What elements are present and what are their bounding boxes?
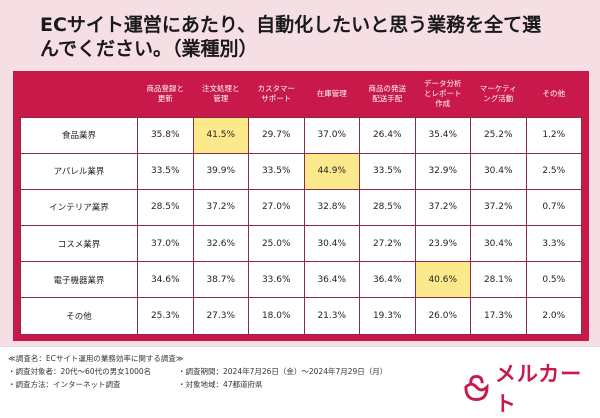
- page-title: ECサイト運営にあたり、自動化したいと思う業務を全て選んでください。（業種別）: [40, 14, 542, 60]
- table-row: インテリア業界 28.5% 37.2% 27.0% 32.8% 28.5% 37.2% 37.…: [20, 188, 582, 227]
- results-table: 商品登録と 更新 注文処理と 管理 カスタマー サポート 在庫管理 商品の発送 配送手配…: [20, 71, 582, 335]
- value-cell: 26.4%: [359, 116, 416, 154]
- brand-logo: メルカート: [462, 358, 600, 418]
- survey-subjects: ・調査対象者：20代〜60代の男女1000名: [8, 367, 152, 376]
- table-row: 食品業界 35.8% 41.5% 29.7% 37.0% 26.4% 35.4% 25.2% 1…: [20, 116, 582, 154]
- header-blank: [21, 71, 138, 117]
- logo-text: メルカート: [494, 362, 583, 416]
- value-cell: 1.2%: [525, 116, 582, 154]
- value-cell: 35.4%: [414, 116, 471, 154]
- row-label: 食品業界: [20, 116, 138, 154]
- value-cell: 32.9%: [414, 152, 471, 190]
- value-cell: 0.5%: [525, 261, 582, 299]
- table-row: その他 25.3% 27.3% 18.0% 21.3% 19.3% 26.0% 17.3% 2.…: [20, 297, 582, 335]
- value-cell: 39.9%: [192, 152, 249, 190]
- row-label: インテリア業界: [20, 188, 138, 227]
- survey-region: ・対象地域：47都道府県: [178, 380, 263, 389]
- value-cell: 27.3%: [192, 297, 249, 335]
- value-cell: 30.4%: [470, 152, 527, 190]
- value-cell: 38.7%: [192, 261, 249, 299]
- value-cell: 37.2%: [414, 188, 471, 227]
- value-cell: 37.2%: [192, 188, 249, 227]
- value-cell: 30.4%: [303, 225, 360, 263]
- survey-method: ・調査方法：インターネット調査: [8, 380, 121, 389]
- column-header: データ分析 とレポート 作成: [424, 78, 462, 108]
- column-header: 商品の発送 配送手配: [368, 83, 407, 103]
- value-cell: 3.3%: [525, 225, 582, 263]
- highlighted-cell: 44.9%: [303, 152, 360, 190]
- value-cell: 33.5%: [137, 152, 194, 190]
- value-cell: 19.3%: [359, 297, 416, 335]
- value-cell: 21.3%: [303, 297, 360, 335]
- footer: ≪調査名：ECサイト運用の業務効率に関する調査≫ ・調査対象者：20代〜60代の…: [0, 346, 600, 400]
- value-cell: 0.7%: [525, 188, 582, 227]
- value-cell: 33.5%: [359, 152, 416, 190]
- column-header: 在庫管理: [316, 88, 347, 98]
- value-cell: 28.1%: [470, 261, 527, 299]
- row-label: アパレル業界: [20, 152, 138, 190]
- column-header: その他: [542, 88, 566, 98]
- value-cell: 30.4%: [470, 225, 527, 263]
- table-row: 電子機器業界 34.6% 38.7% 33.6% 36.4% 36.4% 40.6% 28.1…: [20, 261, 582, 299]
- header-row: 商品登録と 更新 注文処理と 管理 カスタマー サポート 在庫管理 商品の発送 配送手配…: [21, 71, 582, 117]
- row-label: コスメ業界: [20, 225, 138, 263]
- column-header: 注文処理と 管理: [202, 83, 240, 103]
- row-label: その他: [20, 297, 138, 335]
- value-cell: 28.5%: [359, 188, 416, 227]
- row-label: 電子機器業界: [20, 261, 138, 299]
- value-cell: 28.5%: [137, 188, 194, 227]
- value-cell: 34.6%: [137, 261, 194, 299]
- table-row: アパレル業界 33.5% 39.9% 33.5% 44.9% 33.5% 32.9% 30.4…: [20, 152, 582, 190]
- table-row: コスメ業界 37.0% 32.6% 25.0% 30.4% 27.2% 23.9% 30.4%…: [20, 225, 582, 263]
- value-cell: 27.0%: [248, 188, 305, 227]
- merkart-logo-icon: [464, 375, 489, 401]
- value-cell: 23.9%: [414, 225, 471, 263]
- value-cell: 25.2%: [470, 116, 527, 154]
- value-cell: 26.0%: [414, 297, 471, 335]
- results-table-container: 商品登録と 更新 注文処理と 管理 カスタマー サポート 在庫管理 商品の発送 配送手配…: [13, 71, 589, 341]
- value-cell: 32.8%: [303, 188, 360, 227]
- value-cell: 35.8%: [137, 116, 194, 154]
- value-cell: 2.5%: [525, 152, 582, 190]
- value-cell: 25.3%: [137, 297, 194, 335]
- value-cell: 17.3%: [470, 297, 527, 335]
- value-cell: 25.0%: [248, 225, 305, 263]
- highlighted-cell: 41.5%: [192, 116, 249, 154]
- value-cell: 36.4%: [303, 261, 360, 299]
- survey-period: ・調査期間：2024年7月26日（金）〜2024年7月29日（月）: [178, 367, 388, 376]
- value-cell: 33.5%: [248, 152, 305, 190]
- value-cell: 32.6%: [192, 225, 249, 263]
- value-cell: 29.7%: [248, 116, 305, 154]
- value-cell: 27.2%: [359, 225, 416, 263]
- value-cell: 37.0%: [137, 225, 194, 263]
- column-header: マーケティ ング活動: [479, 83, 517, 103]
- value-cell: 2.0%: [525, 297, 582, 335]
- value-cell: 36.4%: [359, 261, 416, 299]
- highlighted-cell: 40.6%: [414, 261, 471, 299]
- survey-name: ≪調査名：ECサイト運用の業務効率に関する調査≫: [8, 354, 184, 363]
- value-cell: 37.2%: [470, 188, 527, 227]
- value-cell: 37.0%: [303, 116, 360, 154]
- value-cell: 33.6%: [248, 261, 305, 299]
- value-cell: 18.0%: [248, 297, 305, 335]
- column-header: カスタマー サポート: [257, 83, 296, 103]
- column-header: 商品登録と 更新: [146, 83, 185, 103]
